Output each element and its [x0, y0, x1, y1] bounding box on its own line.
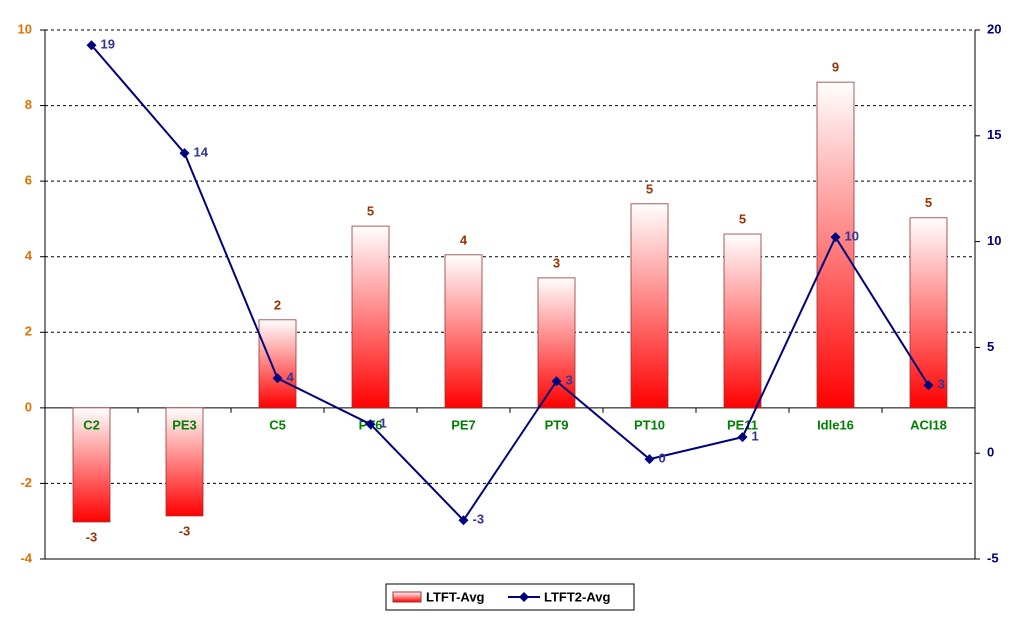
- marker: [272, 373, 283, 384]
- bar: [351, 225, 390, 409]
- y-tick-label: -2: [20, 475, 32, 490]
- legend-label: LTFT-Avg: [426, 589, 485, 604]
- line-value-label: 14: [194, 145, 209, 160]
- y2-tick-label: 5: [987, 339, 994, 354]
- marker: [737, 432, 748, 443]
- y2-tick-label: 10: [987, 233, 1001, 248]
- bar: [258, 319, 297, 409]
- bar: [630, 203, 669, 409]
- x-tick-label: C5: [269, 417, 286, 432]
- bar: [444, 254, 483, 409]
- legend-swatch: [392, 591, 422, 603]
- bar-value-label: 5: [367, 204, 374, 219]
- y-tick-label: 4: [25, 248, 33, 263]
- y-tick-label: -4: [20, 550, 32, 565]
- line-value-label: 1: [752, 429, 759, 444]
- bar: [909, 217, 948, 409]
- bar: [165, 407, 204, 517]
- y-tick-label: 2: [25, 324, 32, 339]
- bar-value-label: 5: [646, 181, 653, 196]
- y2-tick-label: -5: [987, 550, 999, 565]
- y2-tick-label: 15: [987, 127, 1001, 142]
- bar: [723, 233, 762, 409]
- y-tick-label: 8: [25, 97, 32, 112]
- marker: [644, 454, 655, 465]
- legend-marker: [519, 592, 529, 602]
- marker: [458, 515, 469, 526]
- x-tick-label: PT10: [634, 417, 665, 432]
- x-tick-label: C2: [83, 417, 100, 432]
- x-tick-label: ACI18: [910, 417, 947, 432]
- legend-label: LTFT2-Avg: [544, 589, 610, 604]
- y-tick-label: 0: [25, 399, 32, 414]
- x-tick-label: PT9: [545, 417, 569, 432]
- x-tick-label: PE3: [172, 417, 197, 432]
- bar-value-label: 2: [274, 297, 281, 312]
- line-value-label: 4: [287, 370, 295, 385]
- bar: [537, 277, 576, 409]
- marker: [86, 40, 97, 51]
- bar-value-label: -3: [179, 523, 191, 538]
- bar-value-label: 3: [553, 255, 560, 270]
- marker: [923, 380, 934, 391]
- bar-value-label: 9: [832, 60, 839, 75]
- line-value-label: -3: [473, 512, 485, 527]
- bar: [816, 81, 855, 409]
- marker: [551, 376, 562, 387]
- marker: [365, 419, 376, 430]
- x-tick-label: PE7: [451, 417, 476, 432]
- line-value-label: 10: [845, 229, 859, 244]
- marker: [830, 232, 841, 243]
- line: [90, 44, 930, 522]
- line-value-label: 19: [101, 37, 115, 52]
- y-tick-label: 6: [25, 173, 32, 188]
- bar-value-label: -3: [86, 529, 98, 544]
- bar-value-label: 5: [925, 195, 932, 210]
- x-tick-label: Idle16: [817, 417, 854, 432]
- y-tick-label: 10: [18, 21, 32, 36]
- bar-value-label: 5: [739, 211, 746, 226]
- y2-tick-label: 20: [987, 21, 1001, 36]
- bar-value-label: 4: [460, 232, 468, 247]
- line-value-label: 0: [659, 451, 666, 466]
- line-value-label: 3: [566, 373, 573, 388]
- line-value-label: 3: [938, 377, 945, 392]
- marker: [179, 148, 190, 159]
- bar: [72, 407, 111, 523]
- y2-tick-label: 0: [987, 445, 994, 460]
- line-value-label: 1: [380, 416, 387, 431]
